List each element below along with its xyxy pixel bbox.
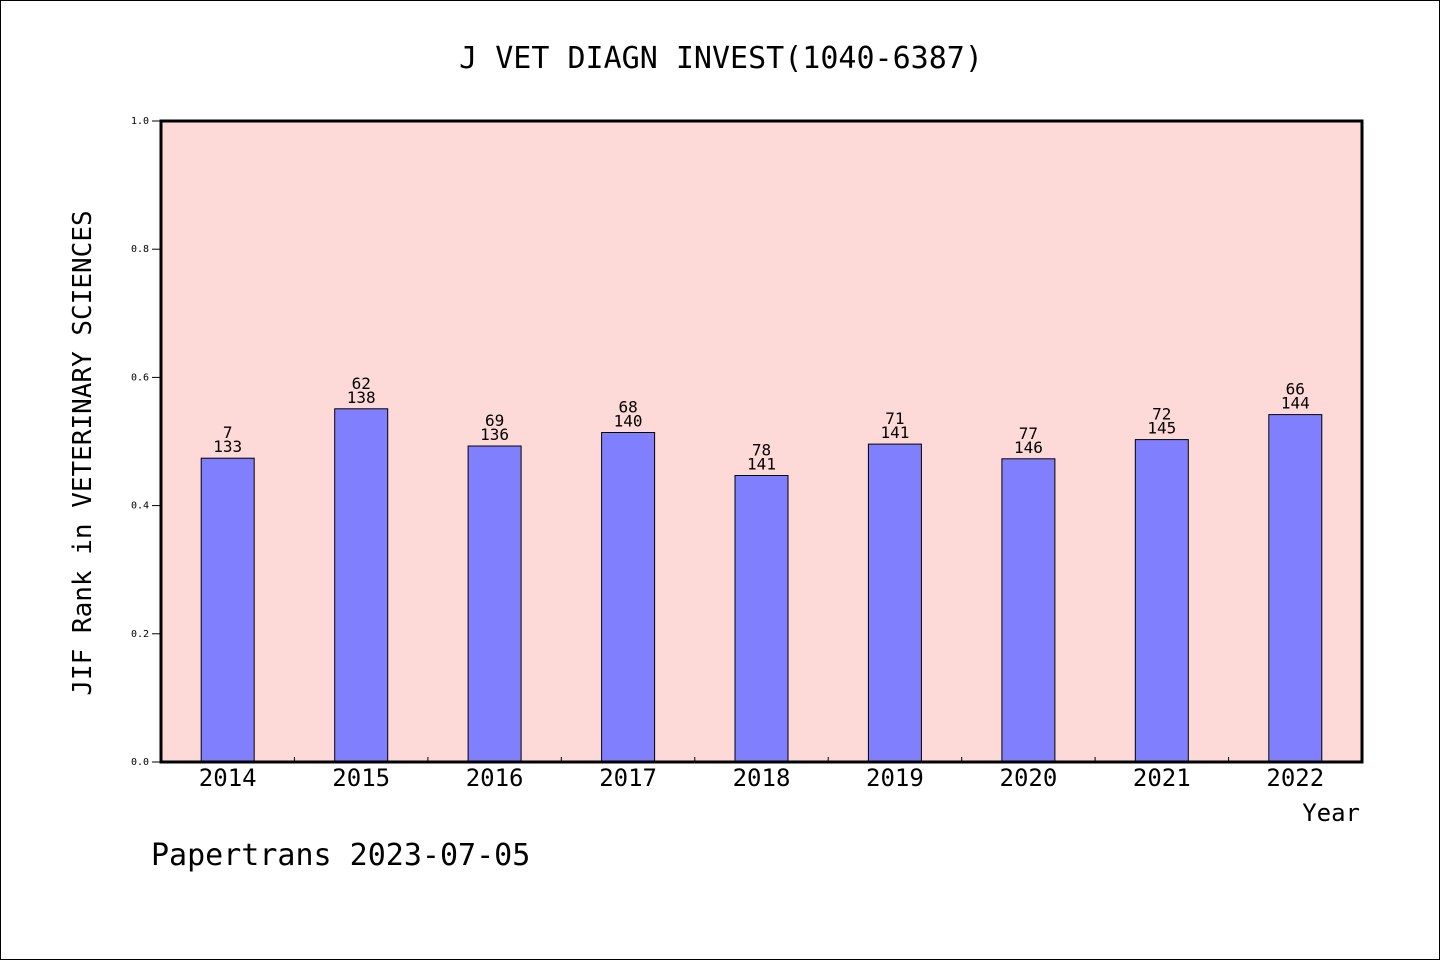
data-label-total: 138 bbox=[347, 388, 376, 407]
x-tick-label: 2020 bbox=[1000, 764, 1058, 792]
data-label-total: 146 bbox=[1014, 438, 1043, 457]
data-label-total: 136 bbox=[480, 425, 509, 444]
bar-2022 bbox=[1268, 414, 1323, 763]
bar-2020 bbox=[1001, 458, 1056, 763]
x-tick-label: 2019 bbox=[866, 764, 924, 792]
data-label-total: 144 bbox=[1281, 394, 1310, 413]
x-tick-label: 2018 bbox=[733, 764, 791, 792]
plot-border bbox=[159, 119, 1364, 764]
data-label-total: 141 bbox=[747, 455, 776, 474]
data-label-rank: 72 bbox=[1152, 405, 1171, 424]
data-label-rank: 66 bbox=[1286, 380, 1305, 399]
data-label-rank: 69 bbox=[485, 411, 504, 430]
x-tick-label: 2014 bbox=[199, 764, 257, 792]
y-tick-label: 0.6 bbox=[131, 372, 149, 383]
data-label-total: 133 bbox=[213, 437, 242, 456]
data-label-total: 145 bbox=[1147, 419, 1176, 438]
y-axis-label: JIF Rank in VETERINARY SCIENCES bbox=[68, 210, 98, 695]
bar-2019 bbox=[867, 443, 922, 763]
y-tick-label: 0.0 bbox=[131, 757, 149, 768]
chart-title: J VET DIAGN INVEST(1040-6387) bbox=[459, 41, 983, 76]
y-tick-label: 0.4 bbox=[131, 501, 149, 512]
data-label-rank: 78 bbox=[752, 441, 771, 460]
bar-2021 bbox=[1134, 439, 1189, 763]
x-tick-label: 2022 bbox=[1266, 764, 1324, 792]
data-label-total: 141 bbox=[880, 423, 909, 442]
bar-2016 bbox=[467, 445, 522, 763]
footer-text: Papertrans 2023-07-05 bbox=[151, 838, 530, 873]
x-axis-label: Year bbox=[1302, 799, 1360, 827]
x-tick-label: 2016 bbox=[466, 764, 524, 792]
data-label-rank: 62 bbox=[352, 374, 371, 393]
data-label-rank: 68 bbox=[618, 398, 637, 417]
x-tick-label: 2021 bbox=[1133, 764, 1191, 792]
y-tick-label: 0.2 bbox=[131, 629, 149, 640]
bar-2017 bbox=[601, 432, 656, 763]
bar-2014 bbox=[200, 457, 255, 763]
x-tick-label: 2015 bbox=[332, 764, 390, 792]
data-label-total: 140 bbox=[614, 412, 643, 431]
bar-2018 bbox=[734, 475, 789, 763]
data-label-rank: 7 bbox=[223, 423, 233, 442]
data-label-rank: 77 bbox=[1019, 424, 1038, 443]
y-tick-label: 0.8 bbox=[131, 244, 149, 255]
x-tick-label: 2017 bbox=[599, 764, 657, 792]
bar-2015 bbox=[334, 408, 389, 763]
y-tick-label: 1.0 bbox=[131, 116, 149, 127]
data-label-rank: 71 bbox=[885, 409, 904, 428]
